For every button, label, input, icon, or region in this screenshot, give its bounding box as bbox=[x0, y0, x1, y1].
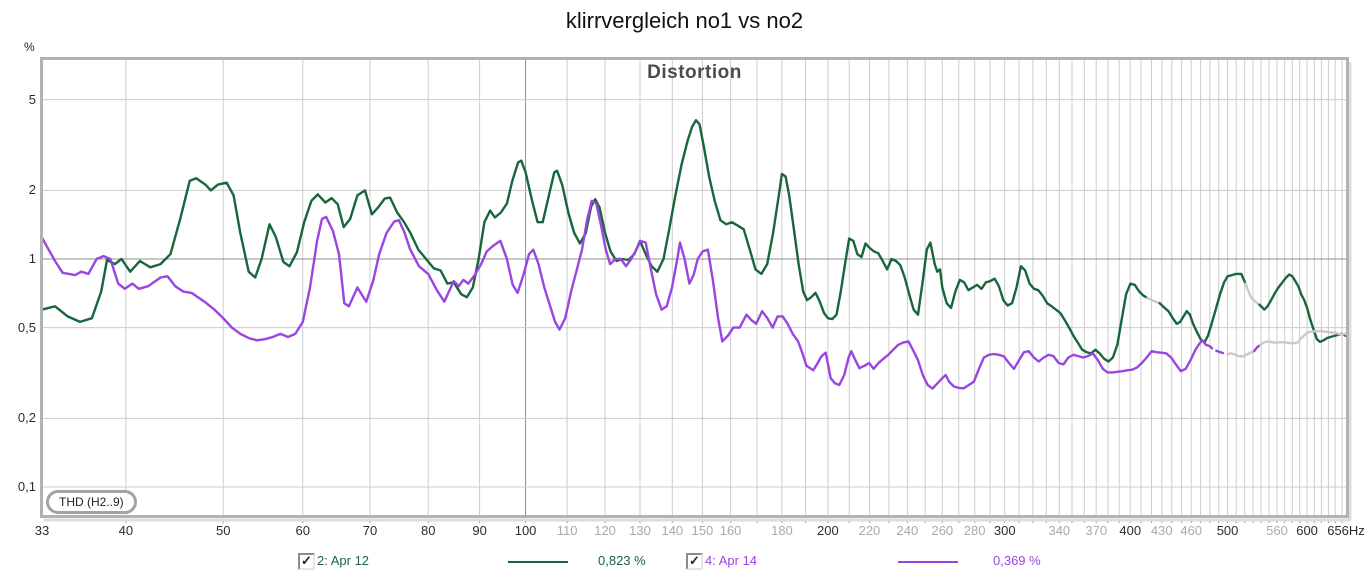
series-curve-purple-masked bbox=[1226, 329, 1346, 358]
x-tick-label: 240 bbox=[896, 523, 919, 538]
legend-label-1: 2: Apr 12 bbox=[317, 553, 370, 568]
x-tick-label: 220 bbox=[858, 523, 881, 538]
y-tick-label: 0,5 bbox=[17, 319, 36, 335]
x-tick-label: 150 bbox=[691, 523, 714, 538]
thd-badge: THD (H2..9) bbox=[46, 490, 137, 514]
x-tick-label: 110 bbox=[556, 523, 578, 538]
legend-checkbox-2[interactable]: ✓ bbox=[686, 553, 703, 570]
x-tick-label: 180 bbox=[771, 523, 793, 538]
x-tick-label: 280 bbox=[963, 523, 986, 538]
series-curve-purple bbox=[1204, 343, 1229, 356]
x-tick-label: 260 bbox=[931, 523, 954, 538]
x-tick-label: 300 bbox=[993, 523, 1016, 538]
series-curve-green-masked bbox=[1244, 282, 1261, 306]
x-tick-label: 560 bbox=[1266, 523, 1288, 538]
series-curve-green-masked bbox=[1146, 296, 1161, 305]
x-tick-label: 460 bbox=[1180, 523, 1203, 538]
series-curve-purple bbox=[43, 199, 1208, 390]
x-tick-label: 140 bbox=[661, 523, 684, 538]
x-tick-label: 500 bbox=[1216, 523, 1239, 538]
y-tick-label: 2 bbox=[28, 182, 36, 198]
x-tick-label: 40 bbox=[118, 523, 134, 538]
x-tick-label: 400 bbox=[1119, 523, 1142, 538]
legend-value-2: 0,369 % bbox=[993, 553, 1041, 568]
x-tick-label: 370 bbox=[1085, 523, 1108, 538]
legend-label-2: 4: Apr 14 bbox=[705, 553, 758, 568]
x-tick-label: 160 bbox=[719, 523, 742, 538]
legend: ✓ 2: Apr 12 0,823 % ✓ 4: Apr 14 0,369 % bbox=[0, 550, 1369, 576]
series-curve-green bbox=[1158, 272, 1247, 344]
y-tick-label: 0,2 bbox=[17, 410, 36, 426]
x-tick-label: 60 bbox=[295, 523, 310, 538]
series-curve-green bbox=[43, 119, 1149, 363]
x-tick-label: 656Hz bbox=[1327, 523, 1365, 538]
x-tick-label: 430 bbox=[1150, 523, 1173, 538]
x-tick-label: 70 bbox=[362, 523, 378, 538]
y-axis-unit-label: % bbox=[24, 40, 35, 54]
x-tick-label: 50 bbox=[216, 523, 231, 538]
x-tick-label: 600 bbox=[1296, 523, 1318, 538]
x-tick-label: 90 bbox=[472, 523, 487, 538]
y-tick-label: 1 bbox=[28, 251, 36, 266]
legend-checkbox-1[interactable]: ✓ bbox=[298, 553, 315, 570]
x-tick-label: 80 bbox=[421, 523, 436, 538]
chart-title: klirrvergleich no1 vs no2 bbox=[565, 8, 804, 33]
series-curve-purple bbox=[1252, 344, 1261, 353]
x-tick-label: 100 bbox=[514, 523, 537, 538]
x-tick-label: 120 bbox=[594, 523, 616, 538]
y-tick-label: 0,1 bbox=[17, 479, 36, 494]
x-tick-label: 33 bbox=[34, 523, 50, 538]
series-curve-green bbox=[1258, 273, 1346, 344]
x-tick-label: 130 bbox=[629, 523, 651, 538]
legend-line-sample-1 bbox=[508, 561, 568, 563]
plot-heading: Distortion bbox=[647, 62, 742, 83]
x-tick-label: 340 bbox=[1048, 523, 1071, 538]
x-tick-label: 200 bbox=[817, 523, 839, 538]
y-tick-label: 5 bbox=[28, 91, 36, 107]
legend-value-1: 0,823 % bbox=[598, 553, 646, 568]
legend-line-sample-2 bbox=[898, 561, 958, 563]
